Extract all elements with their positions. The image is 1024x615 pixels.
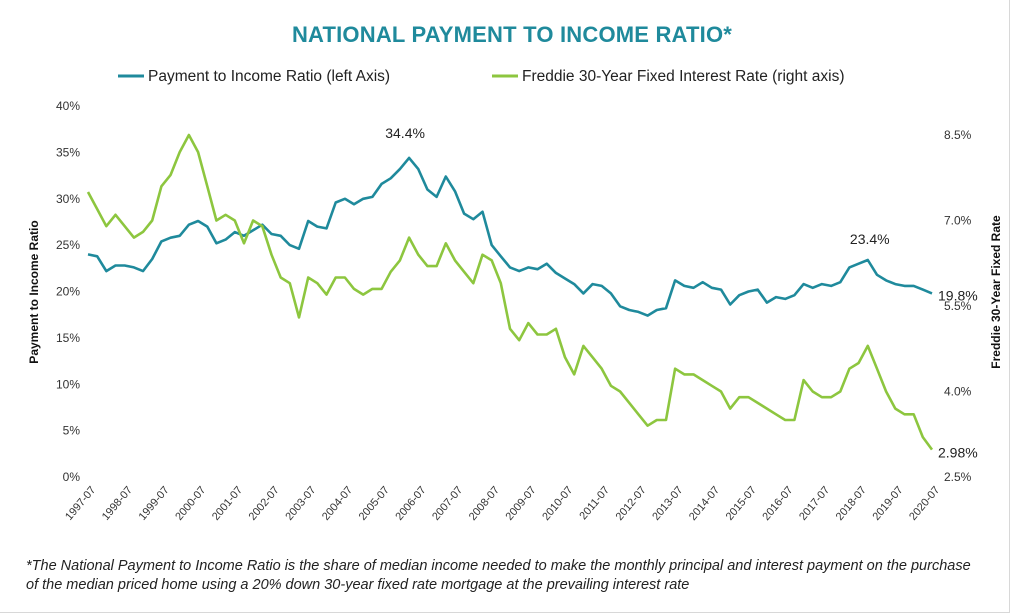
x-tick-label: 2004-07: [320, 484, 355, 523]
x-tick-label: 2020-07: [907, 484, 942, 523]
left-tick-label: 10%: [56, 377, 80, 391]
x-tick-label: 1997-07: [63, 484, 98, 523]
legend-label-rate: Freddie 30-Year Fixed Interest Rate (rig…: [522, 68, 845, 85]
data-label: 23.4%: [850, 231, 890, 247]
right-tick-label: 5.5%: [944, 299, 972, 313]
x-tick-label: 2007-07: [430, 484, 465, 523]
right-tick-label: 7.0%: [944, 214, 972, 228]
x-tick-label: 2010-07: [540, 484, 575, 523]
left-tick-label: 30%: [56, 192, 80, 206]
x-tick-label: 2002-07: [247, 484, 282, 523]
x-tick-label: 2018-07: [834, 484, 869, 523]
x-tick-label: 2012-07: [614, 484, 649, 523]
right-tick-label: 4.0%: [944, 385, 972, 399]
x-tick-label: 2013-07: [650, 484, 685, 523]
left-tick-label: 0%: [63, 470, 81, 484]
chart-area: Payment to Income Ratio (left Axis) Fredd…: [27, 68, 1003, 523]
x-tick-label: 1999-07: [137, 484, 172, 523]
x-tick-label: 2011-07: [577, 484, 612, 522]
x-tick-label: 2016-07: [760, 484, 795, 523]
left-tick-label: 15%: [56, 331, 80, 345]
x-tick-label: 2008-07: [467, 484, 502, 523]
x-tick-label: 2009-07: [504, 484, 539, 523]
left-tick-label: 40%: [56, 99, 80, 113]
left-tick-label: 20%: [56, 285, 80, 299]
left-tick-label: 5%: [63, 424, 81, 438]
x-tick-label: 2000-07: [173, 484, 208, 523]
y-axis-title-right: Freddie 30-Year Fixed Rate: [989, 215, 1003, 369]
ratio-line: [87, 156, 933, 317]
chart-title: NATIONAL PAYMENT TO INCOME RATIO*: [291, 22, 733, 47]
rate-line: [86, 133, 934, 451]
legend-label-ratio: Payment to Income Ratio (left Axis): [148, 68, 390, 85]
x-tick-label: 2005-07: [357, 484, 392, 523]
right-tick-label: 8.5%: [944, 128, 972, 142]
left-tick-label: 25%: [56, 238, 80, 252]
x-tick-label: 1998-07: [100, 484, 135, 523]
y-axis-title-left: Payment to Income Ratio: [27, 220, 41, 363]
left-tick-label: 35%: [56, 145, 80, 159]
x-tick-label: 2019-07: [870, 484, 905, 523]
x-tick-label: 2003-07: [283, 484, 318, 523]
data-label: 2.98%: [938, 445, 978, 461]
right-tick-label: 2.5%: [944, 470, 972, 484]
data-label: 19.8%: [938, 287, 978, 303]
data-label: 34.4%: [385, 125, 425, 141]
footnote: *The National Payment to Income Ratio is…: [26, 558, 971, 593]
x-tick-label: 2006-07: [393, 484, 428, 523]
x-tick-label: 2001-07: [210, 484, 245, 523]
x-tick-label: 2017-07: [797, 484, 832, 523]
x-tick-label: 2015-07: [724, 484, 759, 523]
x-tick-label: 2014-07: [687, 484, 722, 523]
